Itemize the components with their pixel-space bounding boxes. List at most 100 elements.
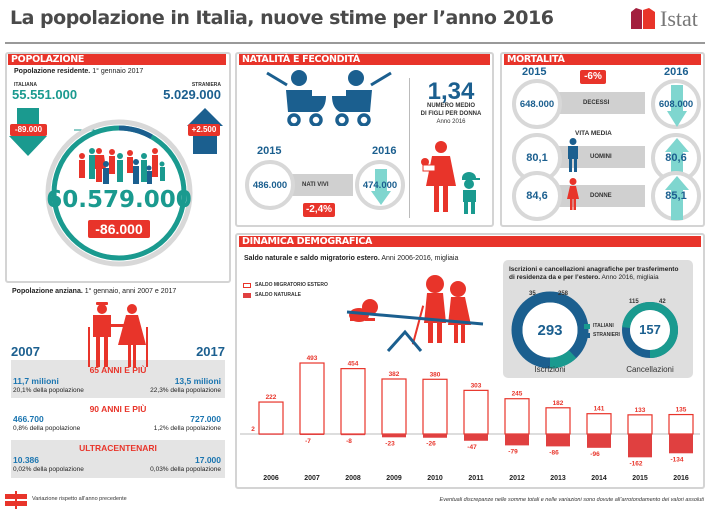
bar-migratorio — [668, 413, 694, 435]
nati-from-circle: 486.000 — [245, 160, 295, 210]
fertility-year: Anno 2016 — [436, 119, 466, 125]
elderly-couple-icon — [88, 302, 148, 367]
label-migratorio: 245 — [512, 391, 523, 398]
decessi-change-badge: -6% — [580, 70, 606, 84]
label-naturale: -134 — [670, 456, 683, 463]
band-ultracentenari — [11, 440, 225, 478]
cancellazioni-donut — [622, 302, 678, 358]
mortalita-header: MORTALITÀ — [504, 54, 701, 65]
label-migratorio: 222 — [266, 394, 277, 401]
year-tick-label: 2010 — [427, 475, 443, 482]
variation-legend-icon — [5, 491, 27, 509]
bar-naturale — [341, 434, 365, 436]
decessi-arrow — [555, 92, 645, 114]
bar-migratorio — [422, 378, 448, 435]
bar-naturale — [423, 434, 447, 438]
iscrizioni-italiani-label: 35 — [529, 291, 536, 297]
italiana-change-badge: -89.000 — [10, 124, 47, 136]
group-label: 65 ANNI E PIÙ — [89, 365, 147, 375]
label-naturale: -26 — [426, 441, 436, 448]
mort-year-to: 2016 — [664, 66, 689, 78]
title-bold-1: Iscrizioni e cancellazioni anagrafiche p… — [509, 266, 679, 273]
italiana-value: 55.551.000 — [12, 87, 78, 102]
decessi-from-circle: 648.000 — [512, 79, 562, 129]
swatch-stranieri — [584, 332, 590, 338]
straniera-change-badge: +2.500 — [188, 124, 220, 136]
iscrizioni-donut — [511, 291, 589, 369]
swatch-italiani — [584, 323, 590, 329]
label-migratorio: 454 — [348, 361, 359, 368]
dinamica-subtitle: Saldo naturale e saldo migratorio estero… — [244, 255, 458, 262]
donut-legend-stranieri: STRANIERI — [584, 332, 620, 338]
subtitle-rest: 1° gennaio 2017 — [90, 68, 144, 75]
legend-label: SALDO NATURALE — [255, 292, 302, 298]
group-right-pct: 1,2% della popolazione — [153, 425, 221, 432]
cancellazioni-italiani-label: 115 — [629, 299, 639, 305]
donut-hole — [522, 302, 578, 358]
label-naturale: -79 — [508, 448, 518, 455]
subtitle-bold: Popolazione residente. — [14, 68, 91, 75]
donne-from-circle: 84,6 — [512, 171, 562, 221]
group-label: ULTRACENTENARI — [79, 443, 157, 453]
donne-label: DONNE — [590, 193, 612, 199]
donut-italiani-segment — [622, 302, 678, 358]
mother-child-icon — [421, 141, 480, 214]
decessi-to-circle: 608.000 — [651, 79, 701, 129]
bar-migratorio — [299, 362, 325, 435]
year-tick-label: 2007 — [304, 475, 320, 482]
legend-naturale: SALDO NATURALE — [243, 292, 301, 298]
year-tick-label: 2015 — [632, 475, 648, 482]
fertility-label-1: NUMERO MEDIO — [427, 103, 475, 109]
vita-media-label: VITA MEDIA — [575, 130, 612, 137]
label-naturale: -23 — [385, 440, 395, 447]
label-naturale: -162 — [629, 460, 642, 467]
iscrizioni-total: 293 — [537, 322, 563, 339]
dinamica-header: DINAMICA DEMOGRAFICA — [239, 236, 701, 247]
label-migratorio: 380 — [430, 371, 441, 378]
woman-icon — [567, 178, 579, 210]
group-left-value: 10.386 — [13, 455, 39, 465]
year-tick-label: 2016 — [673, 475, 689, 482]
label-migratorio: 141 — [594, 406, 605, 413]
iscrizioni-label: Iscrizioni — [534, 365, 566, 374]
label-naturale: -96 — [590, 451, 600, 458]
donut-italiani-segment — [511, 291, 589, 369]
popolazione-subtitle: Popolazione residente. 1° gennaio 2017 — [14, 68, 143, 75]
decessi-to-value: 608.000 — [658, 98, 694, 110]
bar-migratorio — [545, 407, 571, 435]
year-tick-label: 2012 — [509, 475, 525, 482]
label-naturale: -7 — [305, 438, 311, 445]
istat-logo: Istat — [630, 6, 698, 30]
cancellazioni-label: Cancellazioni — [626, 365, 674, 374]
year-tick-label: 2008 — [345, 475, 361, 482]
group-left-value: 11,7 milioni — [13, 376, 59, 386]
label-migratorio: 135 — [676, 407, 687, 414]
donne-arrow — [555, 185, 645, 207]
uomini-from-value: 80,1 — [526, 152, 548, 164]
saldo-bar-chart: 22222006493-72007454-82008382-232009380-… — [240, 355, 700, 482]
year-tick-label: 2009 — [386, 475, 402, 482]
label-migratorio: 182 — [553, 400, 564, 407]
label-naturale: -8 — [346, 438, 352, 445]
label-naturale: -86 — [549, 449, 559, 456]
seesaw-illustration — [346, 275, 484, 353]
year-tick-label: 2006 — [263, 475, 279, 482]
group-left-pct: 0,8% della popolazione — [13, 425, 81, 432]
uomini-to-value: 80,6 — [665, 152, 687, 164]
title-divider — [5, 42, 705, 44]
people-crowd-icon — [79, 148, 165, 184]
fertility-label-2: DI FIGLI PER DONNA — [420, 111, 482, 117]
bar-naturale — [587, 434, 611, 448]
label-migratorio: 382 — [389, 371, 400, 378]
mort-year-from: 2015 — [522, 66, 547, 78]
uomini-to-circle: 80,6 — [651, 133, 701, 183]
bar-migratorio — [340, 368, 366, 435]
bar-naturale — [259, 433, 283, 435]
popolazione-header: POPOLAZIONE — [8, 54, 226, 65]
nati-to-value: 474.000 — [362, 179, 398, 191]
iscr-box-title: Iscrizioni e cancellazioni anagrafiche p… — [509, 266, 689, 282]
label-migratorio: 133 — [635, 407, 646, 414]
group-right-value: 727.000 — [190, 414, 221, 424]
label-naturale: -47 — [467, 444, 477, 451]
subtitle-bold: Popolazione anziana. — [12, 288, 83, 295]
